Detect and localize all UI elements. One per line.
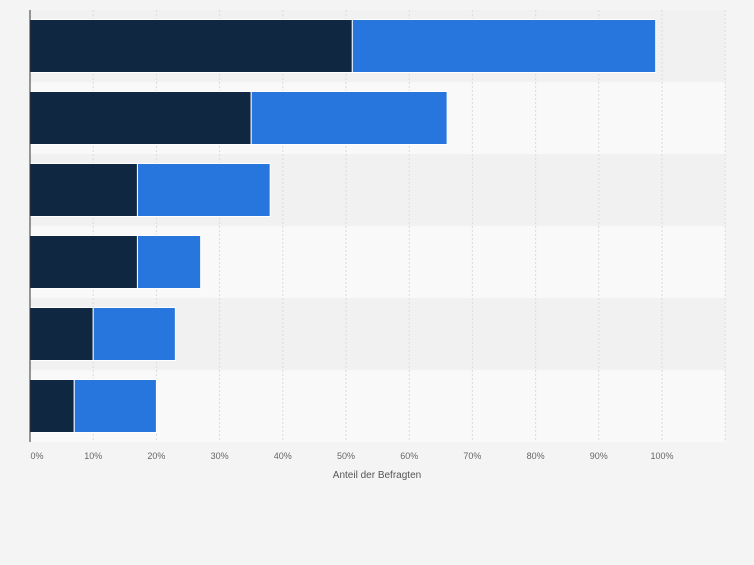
bar-segment-series-1	[29, 91, 252, 145]
bars	[29, 19, 657, 433]
bar-segment-series-1	[29, 379, 75, 433]
grid-lines	[92, 10, 726, 442]
x-tick-label: 100%	[650, 451, 673, 461]
bar-segment-series-2	[136, 163, 271, 217]
row-bands	[30, 10, 725, 442]
x-tick-label: 90%	[590, 451, 608, 461]
x-axis-label: Anteil der Befragten	[333, 470, 421, 481]
bar-segment-series-2	[250, 91, 448, 145]
bar-segment-series-2	[92, 307, 176, 361]
bar-segment-series-1	[29, 307, 94, 361]
bar-segment-series-2	[73, 379, 157, 433]
x-tick-label: 60%	[400, 451, 418, 461]
x-tick-label: 20%	[147, 451, 165, 461]
x-tick-label: 10%	[84, 451, 102, 461]
bar-segment-series-1	[29, 163, 138, 217]
x-tick-labels: 0% 10% 20% 30% 40% 50% 60% 70% 80% 90% 100%	[30, 451, 673, 461]
x-tick-label: 80%	[527, 451, 545, 461]
x-tick-label: 0%	[30, 451, 43, 461]
bar-segment-series-1	[29, 235, 138, 289]
bar-segment-series-1	[29, 19, 353, 73]
x-tick-label: 50%	[337, 451, 355, 461]
x-tick-label: 30%	[211, 451, 229, 461]
x-tick-label: 40%	[274, 451, 292, 461]
x-tick-label: 70%	[463, 451, 481, 461]
bar-segment-series-2	[136, 235, 202, 289]
bar-segment-series-2	[351, 19, 657, 73]
